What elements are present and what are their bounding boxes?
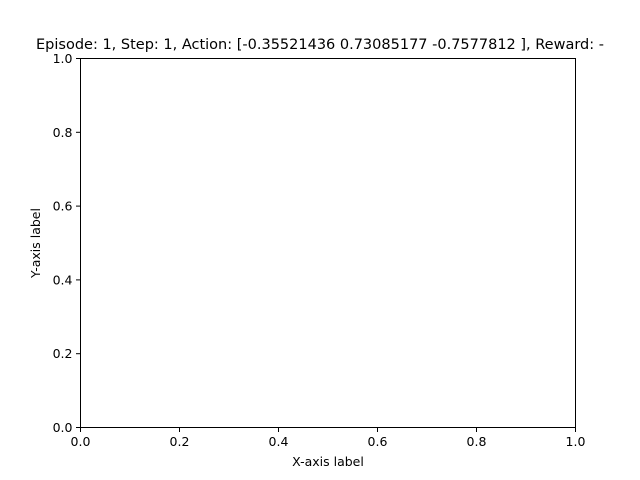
y-axis-label: Y-axis label xyxy=(28,208,43,279)
x-tick-label: 0.0 xyxy=(71,434,91,449)
y-tick-label: 0.0 xyxy=(53,420,73,435)
chart-title: Episode: 1, Step: 1, Action: [-0.3552143… xyxy=(36,37,604,53)
x-tick-label: 0.2 xyxy=(170,434,190,449)
y-axis-ticks: 0.0 0.2 0.4 0.6 0.8 1.0 xyxy=(53,51,81,435)
x-tick-label: 1.0 xyxy=(566,434,586,449)
x-tick-label: 0.8 xyxy=(467,434,487,449)
x-axis-label: X-axis label xyxy=(292,454,364,469)
x-axis-ticks: 0.0 0.2 0.4 0.6 0.8 1.0 xyxy=(71,427,586,449)
x-tick-label: 0.4 xyxy=(269,434,289,449)
y-tick-label: 0.2 xyxy=(53,346,73,361)
y-tick-label: 1.0 xyxy=(53,51,73,66)
y-tick-label: 0.4 xyxy=(53,272,73,287)
y-tick-label: 0.8 xyxy=(53,125,73,140)
y-tick-label: 0.6 xyxy=(53,199,73,214)
x-tick-label: 0.6 xyxy=(368,434,388,449)
plot-area-frame xyxy=(80,58,576,428)
